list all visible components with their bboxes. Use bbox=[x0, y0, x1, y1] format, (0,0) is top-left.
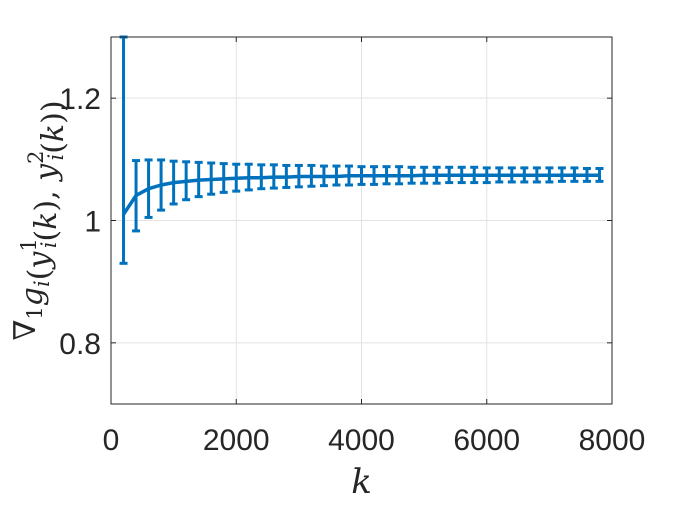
y-axis-label-part: )) bbox=[36, 100, 71, 123]
y-axis-label-part: y bbox=[29, 163, 64, 183]
error-bar bbox=[557, 166, 566, 183]
y-axis-label-part: ∇ bbox=[8, 320, 43, 341]
error-bar bbox=[432, 165, 441, 185]
y-axis-label-part: 1 bbox=[17, 238, 41, 251]
y-axis-label-part: ( bbox=[22, 269, 57, 281]
error-bar bbox=[257, 163, 266, 191]
y-axis-label-part: k bbox=[29, 212, 64, 230]
error-bar bbox=[407, 165, 416, 185]
error-bar bbox=[582, 167, 591, 183]
error-bar bbox=[307, 163, 316, 188]
error-bar bbox=[545, 166, 554, 184]
x-tick-label: 0 bbox=[103, 424, 120, 457]
y-axis-label-part: i bbox=[37, 242, 61, 249]
y-axis-label-part: ( bbox=[29, 230, 64, 242]
error-bar bbox=[382, 165, 391, 186]
y-axis-label-part: i bbox=[30, 280, 54, 287]
error-bar bbox=[169, 159, 178, 206]
grid bbox=[111, 37, 612, 404]
error-bar bbox=[457, 165, 466, 185]
error-bar bbox=[532, 166, 541, 184]
y-axis-label-part: g bbox=[15, 287, 50, 306]
error-bar bbox=[370, 165, 379, 186]
error-bar bbox=[470, 165, 479, 185]
error-bar bbox=[194, 160, 203, 199]
error-bar bbox=[395, 165, 404, 186]
y-axis-label: ∇1gi(y1i(k), y2i(k)) bbox=[8, 100, 71, 340]
y-axis-label-part: 2 bbox=[24, 151, 48, 164]
error-bar bbox=[595, 167, 604, 183]
error-bar bbox=[132, 159, 141, 233]
error-bar bbox=[507, 166, 516, 184]
error-bar bbox=[344, 164, 353, 187]
x-tick-label: 8000 bbox=[579, 424, 646, 457]
error-bar bbox=[420, 165, 429, 185]
y-axis-label-part: 1 bbox=[23, 306, 47, 319]
error-bar bbox=[482, 166, 491, 185]
tick-labels: 0 2000 4000 6000 8000 0.8 1 1.2 bbox=[59, 83, 645, 457]
error-bar bbox=[182, 160, 191, 202]
error-bar bbox=[144, 158, 153, 219]
error-bar bbox=[357, 165, 366, 186]
y-axis-label-part: ( bbox=[36, 142, 71, 154]
y-axis-label-part: k bbox=[36, 124, 71, 142]
x-tick-label: 6000 bbox=[453, 424, 520, 457]
error-bar bbox=[232, 162, 241, 193]
error-bar bbox=[294, 163, 303, 189]
y-tick-label: 0.8 bbox=[59, 328, 101, 361]
x-tick-label: 2000 bbox=[203, 424, 270, 457]
error-bar bbox=[332, 164, 341, 187]
y-axis-label-part: i bbox=[44, 154, 68, 161]
error-bar bbox=[520, 166, 529, 184]
error-bar bbox=[219, 162, 228, 194]
y-axis-label-part: y bbox=[22, 251, 57, 271]
x-tick-label: 4000 bbox=[328, 424, 395, 457]
error-bar bbox=[157, 158, 166, 212]
error-bar bbox=[244, 162, 253, 192]
error-bar bbox=[207, 161, 216, 196]
y-axis-label-part: ), bbox=[29, 181, 64, 212]
error-bar bbox=[495, 166, 504, 184]
error-bar bbox=[445, 165, 454, 185]
error-bar bbox=[269, 163, 278, 190]
x-axis-label: k bbox=[351, 462, 372, 502]
tick-marks bbox=[110, 37, 613, 404]
error-bar bbox=[282, 163, 291, 189]
y-tick-label: 1.2 bbox=[59, 83, 101, 116]
error-bar bbox=[570, 166, 579, 183]
error-bar bbox=[319, 164, 328, 188]
y-tick-label: 1 bbox=[84, 206, 101, 239]
